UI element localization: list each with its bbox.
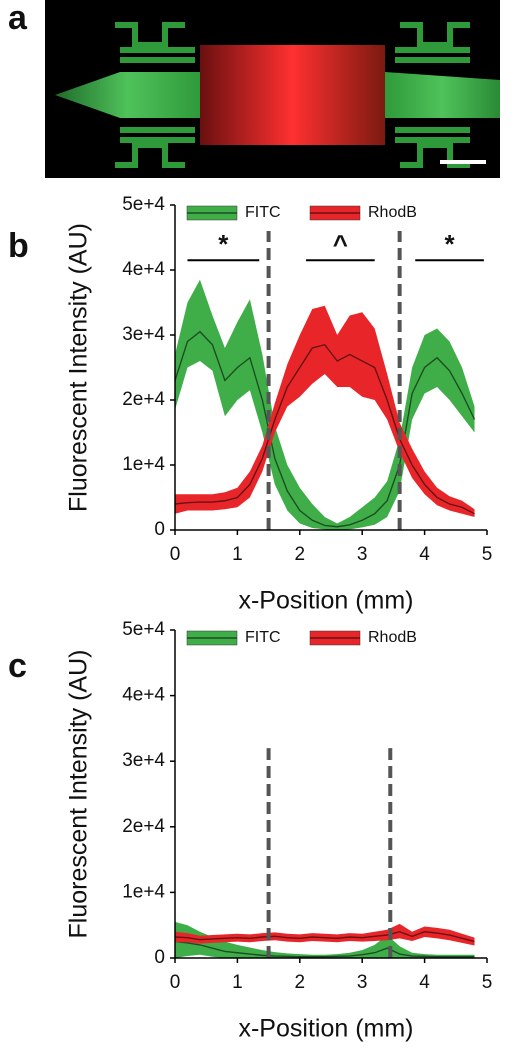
y-tick-label: 0 xyxy=(154,947,165,968)
significance-mark: * xyxy=(218,229,229,259)
legend-label: FITC xyxy=(245,204,281,221)
y-tick-label: 3e+4 xyxy=(122,750,165,771)
error-band xyxy=(175,305,475,517)
legend-label: RhodB xyxy=(368,629,417,646)
mean-line xyxy=(174,343,475,515)
mean-line xyxy=(174,940,475,958)
y-tick-label: 2e+4 xyxy=(122,816,165,837)
y-tick-label: 4e+4 xyxy=(122,685,165,706)
error-band xyxy=(175,923,475,946)
y-tick-label: 0 xyxy=(154,519,165,540)
significance-mark: * xyxy=(444,229,455,259)
y-tick-label: 5e+4 xyxy=(122,194,165,215)
panel-label: a xyxy=(8,0,28,37)
mean-line xyxy=(174,330,476,528)
x-tick-label: 5 xyxy=(482,972,493,993)
panel-label: c xyxy=(8,647,27,685)
x-tick-label: 4 xyxy=(419,544,430,565)
x-tick-label: 1 xyxy=(232,972,243,993)
y-tick-label: 4e+4 xyxy=(122,259,165,280)
y-tick-label: 2e+4 xyxy=(122,389,165,410)
x-axis-title: x-Position (mm) xyxy=(238,587,413,615)
x-axis-title: x-Position (mm) xyxy=(238,1015,413,1043)
panel-label: b xyxy=(8,227,29,265)
x-tick-label: 2 xyxy=(295,544,306,565)
y-axis-title: Fluorescent Intensity (AU) xyxy=(65,650,93,939)
x-tick-label: 5 xyxy=(482,544,493,565)
x-tick-label: 2 xyxy=(295,972,306,993)
x-tick-label: 0 xyxy=(170,544,181,565)
legend-label: RhodB xyxy=(368,204,417,221)
y-tick-label: 5e+4 xyxy=(122,619,165,640)
x-tick-label: 1 xyxy=(232,544,243,565)
micrograph xyxy=(45,0,500,178)
y-tick-label: 3e+4 xyxy=(122,324,165,345)
x-tick-label: 3 xyxy=(357,544,368,565)
mean-line xyxy=(174,931,475,943)
y-tick-label: 1e+4 xyxy=(122,881,165,902)
x-tick-label: 4 xyxy=(419,972,430,993)
significance-mark: ^ xyxy=(333,229,348,259)
y-tick-label: 1e+4 xyxy=(122,454,165,475)
error-band xyxy=(175,921,475,958)
legend-label: FITC xyxy=(245,629,281,646)
y-axis-title: Fluorescent Intensity (AU) xyxy=(65,223,93,512)
x-tick-label: 3 xyxy=(357,972,368,993)
x-tick-label: 0 xyxy=(170,972,181,993)
